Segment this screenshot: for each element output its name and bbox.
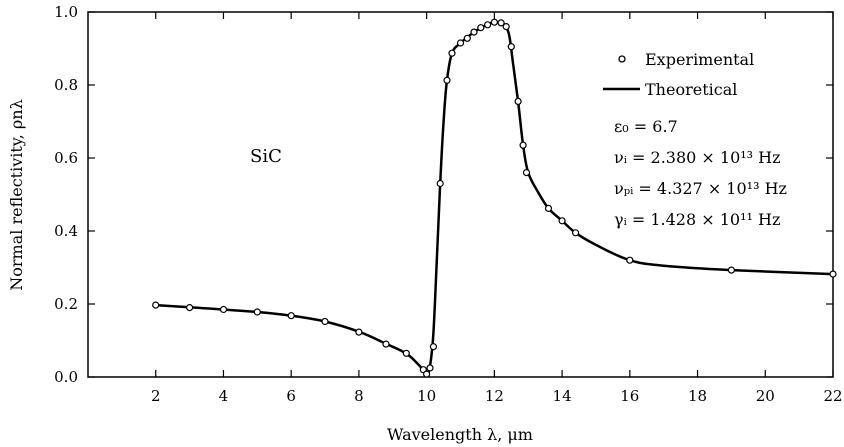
y-tick-label-3: 0.6: [54, 149, 78, 167]
x-tick-label-10: 22: [823, 387, 842, 405]
x-tick-label-4: 10: [417, 387, 436, 405]
x-tick-label-7: 16: [620, 387, 639, 405]
x-tick-label-1: 4: [219, 387, 229, 405]
y-tick-label-1: 0.2: [54, 295, 78, 313]
model-parameters: ε₀ = 6.7 νᵢ = 2.380 × 10¹³ Hz νₚᵢ = 4.32…: [614, 117, 787, 229]
experimental-point-23: [502, 23, 510, 31]
experimental-point-14: [443, 76, 451, 84]
param-nu-pi: νₚᵢ = 4.327 × 10¹³ Hz: [614, 179, 787, 198]
x-tick-label-5: 12: [485, 387, 504, 405]
experimental-point-24: [507, 43, 515, 51]
y-tick-label-4: 0.8: [54, 76, 78, 94]
experimental-point-29: [558, 217, 566, 225]
experimental-point-13: [436, 179, 444, 188]
experimental-point-2: [219, 305, 228, 314]
experimental-point-3: [253, 308, 261, 316]
experimental-point-33: [829, 270, 837, 278]
experimental-point-31: [626, 256, 634, 264]
experimental-point-26: [519, 141, 527, 149]
experimental-point-20: [484, 21, 492, 29]
experimental-point-5: [321, 317, 329, 326]
param-gamma-i: γᵢ = 1.428 × 10¹¹ Hz: [614, 210, 780, 229]
experimental-point-8: [402, 349, 410, 357]
experimental-point-17: [463, 34, 471, 42]
param-epsilon0: ε₀ = 6.7: [614, 117, 678, 136]
axis-tick-labels: 2 4 6 8 10 12 14 16 18 20 22 0.0 0.2 0.4 0.6 0.8 1.0: [54, 3, 842, 405]
experimental-point-28: [544, 204, 553, 212]
x-tick-label-0: 2: [151, 387, 161, 405]
experimental-point-18: [470, 28, 478, 36]
experimental-point-22: [497, 19, 505, 27]
experimental-point-21: [490, 18, 498, 26]
x-tick-label-6: 14: [553, 387, 572, 405]
experimental-point-25: [514, 97, 522, 106]
experimental-series-markers: [152, 18, 837, 378]
experimental-point-27: [522, 169, 531, 177]
material-annotation: SiC: [250, 146, 282, 167]
param-nu-i: νᵢ = 2.380 × 10¹³ Hz: [614, 148, 781, 167]
x-axis-label: Wavelength λ, μm: [387, 425, 533, 444]
x-tick-label-2: 6: [286, 387, 296, 405]
experimental-point-10: [423, 370, 431, 378]
axis-ticks: [88, 11, 834, 378]
experimental-point-4: [287, 312, 295, 320]
x-tick-label-8: 18: [688, 387, 707, 405]
x-tick-label-9: 20: [756, 387, 775, 405]
y-tick-label-2: 0.4: [54, 222, 78, 240]
experimental-point-6: [355, 328, 363, 336]
y-tick-label-0: 0.0: [54, 368, 78, 386]
legend-label-theoretical: Theoretical: [645, 80, 737, 99]
experimental-point-15: [448, 49, 456, 57]
y-axis-label: Normal reflectivity, ρnλ: [7, 99, 26, 290]
y-tick-label-5: 1.0: [54, 3, 78, 21]
experimental-point-0: [152, 301, 160, 309]
experimental-point-1: [186, 304, 194, 312]
plot-frame: [87, 11, 834, 378]
x-tick-label-3: 8: [354, 387, 364, 405]
legend-marker-experimental: [618, 55, 626, 63]
experimental-point-7: [382, 340, 390, 348]
experimental-point-19: [477, 24, 485, 32]
experimental-point-16: [456, 39, 465, 47]
experimental-point-11: [426, 364, 434, 372]
experimental-point-12: [429, 343, 437, 351]
legend-label-experimental: Experimental: [645, 50, 754, 69]
legend: Experimental Theoretical: [603, 50, 754, 99]
experimental-point-32: [727, 266, 736, 274]
experimental-point-30: [571, 229, 580, 237]
